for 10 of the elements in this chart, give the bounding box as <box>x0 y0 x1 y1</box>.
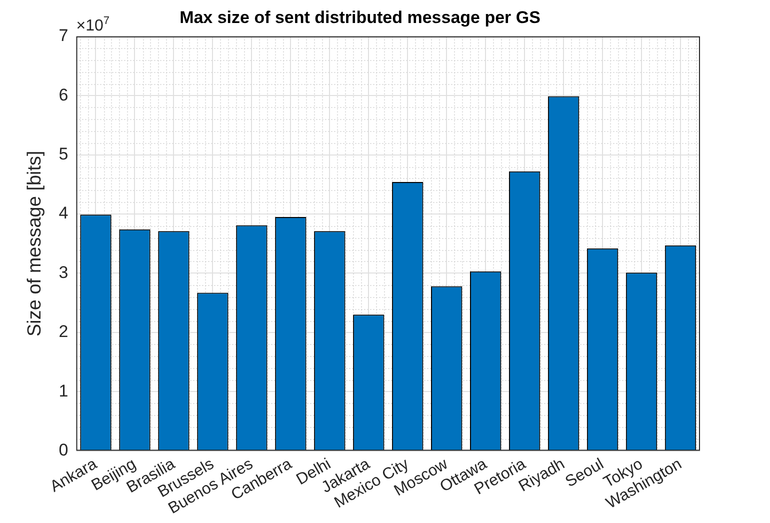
y-tick-label: 2 <box>58 322 68 342</box>
y-tick-label: 6 <box>58 85 68 104</box>
y-tick-label: 1 <box>58 381 68 400</box>
chart-title: Max size of sent distributed message per GS <box>180 8 540 27</box>
y-tick-label: 7 <box>58 26 68 46</box>
y-tick-label: 3 <box>58 262 68 282</box>
y-tick-label: 0 <box>58 440 68 460</box>
y-tick-label: 5 <box>58 144 68 164</box>
y-tick-label: 4 <box>58 204 68 223</box>
y-axis-title: Size of message [bits] <box>24 150 46 337</box>
